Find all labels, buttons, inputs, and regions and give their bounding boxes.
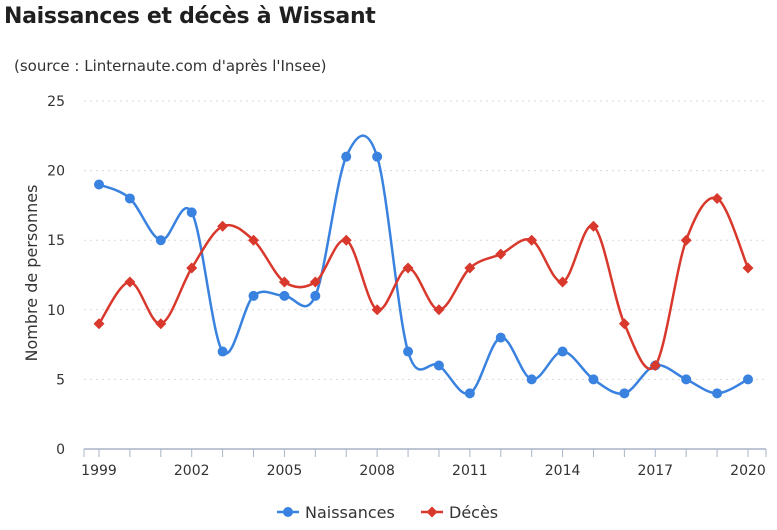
series-line-deces — [97, 196, 750, 370]
data-point-naissances[interactable] — [310, 290, 321, 301]
x-tick-label: 2017 — [637, 463, 673, 479]
data-point-naissances[interactable] — [464, 388, 475, 399]
data-point-deces[interactable] — [433, 304, 445, 316]
axes: 0 5 10 15 20 25 1999 2002 2005 2008 2011 2014 2017 20… — [47, 94, 767, 479]
data-point-deces[interactable] — [278, 276, 290, 288]
data-point-deces[interactable] — [402, 262, 414, 274]
data-point-naissances[interactable] — [186, 207, 197, 218]
data-point-naissances[interactable] — [217, 346, 228, 357]
legend-marker-diamond-icon — [426, 506, 438, 518]
data-point-deces[interactable] — [186, 262, 198, 274]
data-point-naissances[interactable] — [403, 346, 414, 357]
data-point-deces[interactable] — [371, 304, 383, 316]
x-tick-label: 2020 — [730, 463, 766, 479]
x-tick-label: 2005 — [267, 463, 303, 479]
y-axis-label: Nombre de personnes — [22, 185, 41, 362]
data-point-naissances[interactable] — [495, 332, 506, 343]
data-point-naissances[interactable] — [372, 151, 383, 162]
data-point-deces[interactable] — [340, 234, 352, 246]
data-point-naissances[interactable] — [557, 346, 568, 357]
data-point-naissances[interactable] — [279, 290, 290, 301]
data-point-naissances[interactable] — [155, 235, 166, 246]
series-naissances — [94, 134, 753, 399]
data-point-naissances[interactable] — [433, 360, 444, 371]
x-tick-label: 2002 — [174, 463, 210, 479]
data-point-naissances[interactable] — [743, 374, 753, 385]
data-point-deces[interactable] — [217, 220, 229, 232]
data-point-naissances[interactable] — [681, 374, 692, 385]
legend-label: Naissances — [305, 503, 395, 522]
data-point-deces[interactable] — [309, 276, 321, 288]
y-tick-label: 0 — [56, 442, 65, 458]
data-point-deces[interactable] — [711, 192, 723, 204]
x-tick-label: 2008 — [359, 463, 395, 479]
y-tick-label: 5 — [56, 372, 65, 388]
legend-marker-circle-icon — [283, 507, 293, 517]
data-point-deces[interactable] — [680, 234, 692, 246]
chart-title: Naissances et décès à Wissant — [4, 4, 376, 29]
data-point-naissances[interactable] — [526, 374, 537, 385]
data-point-deces[interactable] — [557, 276, 569, 288]
legend[interactable]: Naissances Décès — [277, 503, 498, 522]
data-point-deces[interactable] — [124, 276, 136, 288]
data-point-deces[interactable] — [155, 318, 167, 330]
chart-subtitle: (source : Linternaute.com d'après l'Inse… — [14, 57, 327, 75]
legend-item-deces[interactable]: Décès — [421, 503, 498, 522]
data-point-naissances[interactable] — [94, 179, 104, 190]
data-point-naissances[interactable] — [248, 290, 259, 301]
data-point-deces[interactable] — [742, 262, 754, 274]
data-point-naissances[interactable] — [588, 374, 599, 385]
data-point-deces[interactable] — [248, 234, 260, 246]
data-point-naissances[interactable] — [124, 193, 135, 204]
data-point-deces[interactable] — [618, 318, 630, 330]
data-point-deces[interactable] — [495, 248, 507, 260]
x-tick-label: 1999 — [81, 463, 117, 479]
legend-item-naissances[interactable]: Naissances — [277, 503, 395, 522]
data-point-deces[interactable] — [464, 262, 476, 274]
x-tick-label: 2014 — [545, 463, 581, 479]
y-tick-label: 15 — [47, 233, 65, 249]
series-deces — [93, 192, 754, 371]
series-layer — [93, 134, 754, 399]
series-line-naissances — [98, 134, 749, 395]
data-point-naissances[interactable] — [341, 151, 352, 162]
x-tick-label: 2011 — [452, 463, 488, 479]
data-point-deces[interactable] — [93, 318, 105, 330]
y-tick-label: 20 — [47, 164, 65, 180]
data-point-naissances[interactable] — [712, 388, 723, 399]
data-point-deces[interactable] — [587, 220, 599, 232]
data-point-deces[interactable] — [526, 234, 538, 246]
y-tick-label: 10 — [47, 303, 65, 319]
data-point-naissances[interactable] — [619, 388, 630, 399]
data-point-deces[interactable] — [649, 359, 661, 371]
legend-label: Décès — [449, 503, 498, 522]
y-tick-label: 25 — [47, 94, 65, 110]
